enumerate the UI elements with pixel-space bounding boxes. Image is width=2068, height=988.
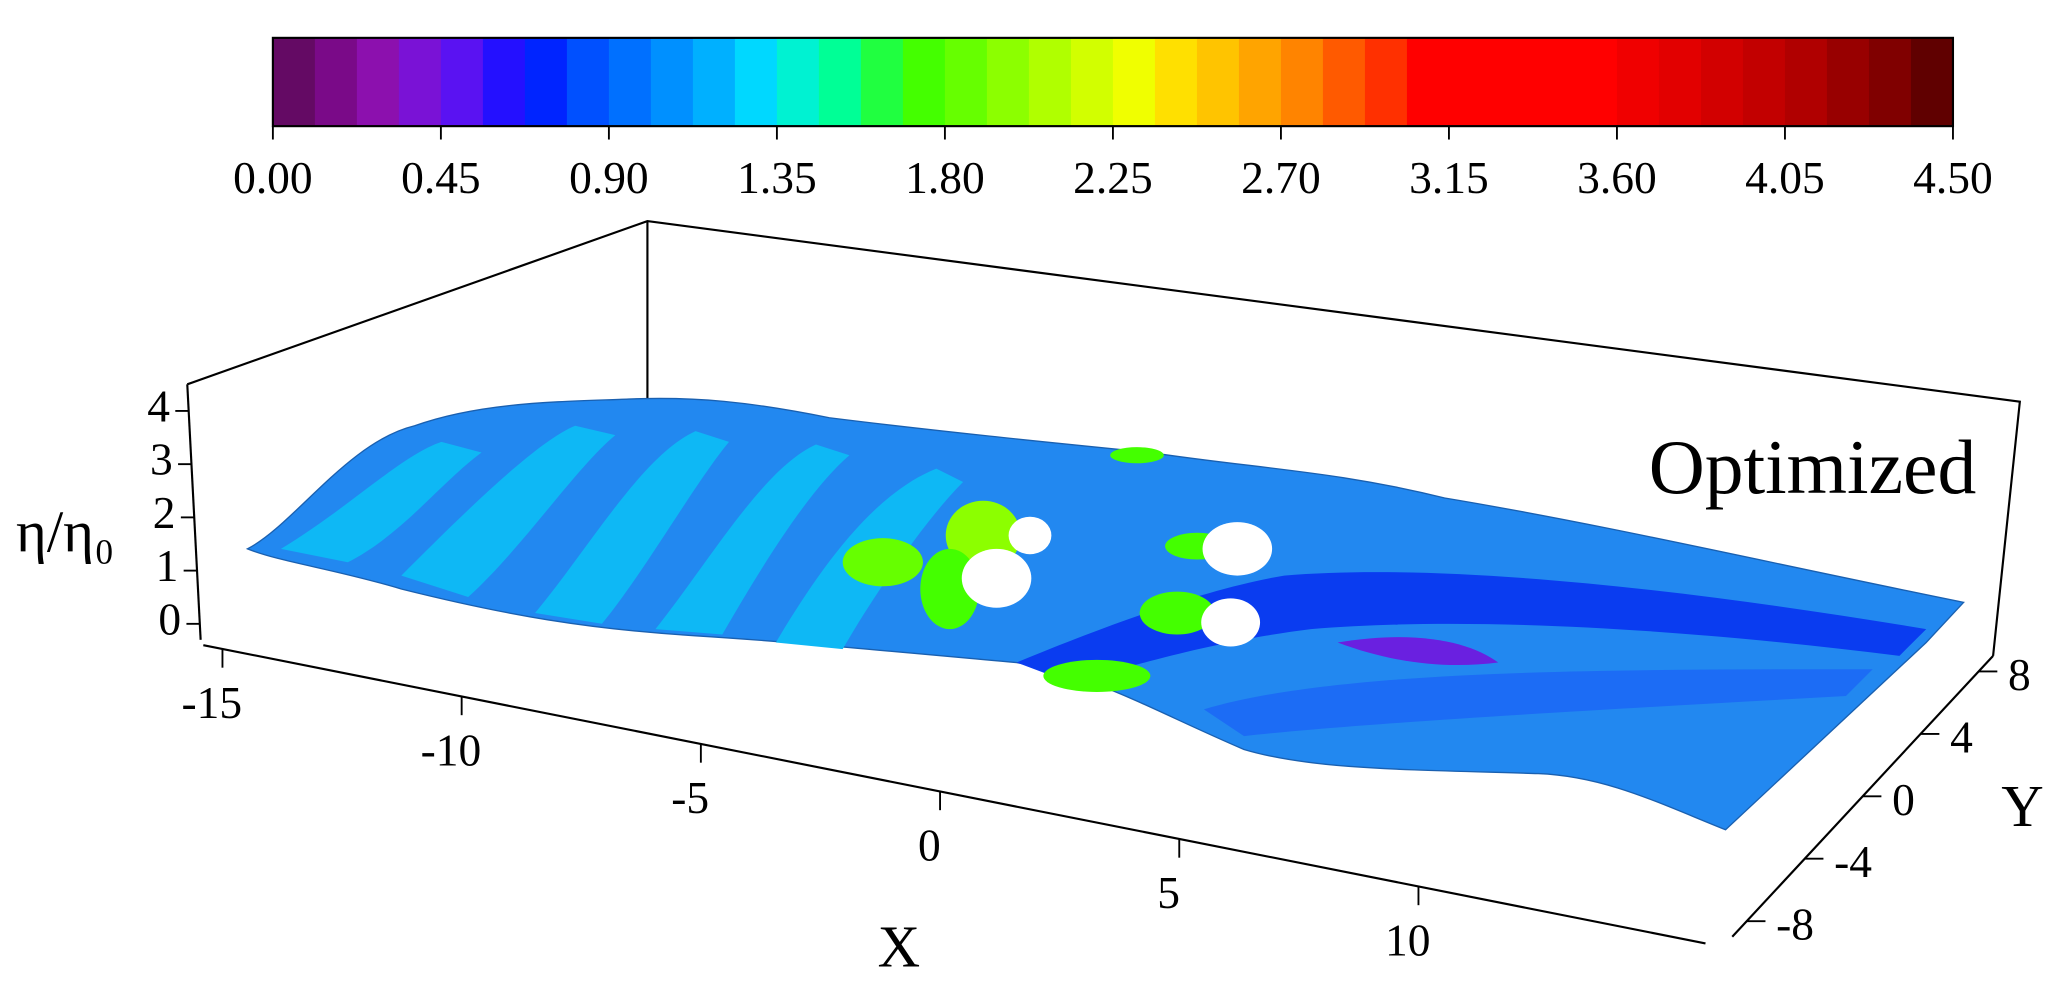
y-tick-label: 4 bbox=[1950, 711, 1973, 762]
colorbar-segment bbox=[1490, 37, 1534, 127]
colorbar-segment bbox=[1154, 37, 1198, 127]
colorbar-tick-label: 1.80 bbox=[905, 152, 985, 203]
surface-band bbox=[535, 431, 730, 624]
colorbar-segment bbox=[1868, 37, 1912, 127]
colorbar-segment bbox=[356, 37, 400, 127]
y-tick-label: -4 bbox=[1834, 836, 1872, 887]
colorbar-segment bbox=[1112, 37, 1156, 127]
z-axis-line bbox=[186, 384, 202, 640]
y-tick-label: 0 bbox=[1892, 774, 1915, 825]
colorbar-tick-label: 3.15 bbox=[1409, 152, 1489, 203]
x-tick-label: 0 bbox=[918, 820, 941, 871]
surface bbox=[245, 397, 1965, 831]
surface-hole bbox=[1008, 516, 1052, 555]
colorbar-segment bbox=[1448, 37, 1492, 127]
x-tick-label: -15 bbox=[181, 677, 242, 728]
colorbar-segment bbox=[650, 37, 694, 127]
x-tick-label: -5 bbox=[671, 772, 709, 823]
x-axis-label: X bbox=[878, 914, 920, 979]
colorbar-segment bbox=[944, 37, 988, 127]
colorbar-segment bbox=[1364, 37, 1408, 127]
y-tick-label: 8 bbox=[2008, 649, 2031, 700]
x-tick-label: 10 bbox=[1385, 915, 1430, 966]
annotation: Optimized bbox=[1649, 424, 1976, 510]
x-axis-line bbox=[203, 644, 1706, 945]
colorbar-segment bbox=[1070, 37, 1114, 127]
x-tick-label: -10 bbox=[421, 725, 482, 776]
colorbar-segment bbox=[692, 37, 736, 127]
surface-band bbox=[1203, 669, 1873, 737]
surface-patch bbox=[842, 538, 923, 587]
colorbar-segment bbox=[1700, 37, 1744, 127]
colorbar-segment bbox=[1574, 37, 1618, 127]
surface-patch bbox=[1337, 637, 1499, 666]
colorbar-segment bbox=[1238, 37, 1282, 127]
surface-hole bbox=[961, 548, 1032, 608]
colorbar-segment bbox=[860, 37, 904, 127]
colorbar-segment bbox=[608, 37, 652, 127]
z-tick-label: 2 bbox=[153, 487, 176, 538]
surface-patch bbox=[1139, 591, 1215, 635]
surface-band bbox=[1016, 572, 1927, 683]
colorbar-segment bbox=[482, 37, 526, 127]
colorbar-segment bbox=[1742, 37, 1786, 127]
z-tick-label: 1 bbox=[156, 540, 179, 591]
colorbar-segment bbox=[1028, 37, 1072, 127]
colorbar-segment bbox=[1196, 37, 1240, 127]
surface-band bbox=[280, 441, 482, 563]
colorbar-tick-label: 4.05 bbox=[1745, 152, 1825, 203]
colorbar-segment bbox=[1280, 37, 1324, 127]
colorbar-tick-label: 0.45 bbox=[401, 152, 481, 203]
colorbar-tick-label: 2.25 bbox=[1073, 152, 1153, 203]
surface-patch bbox=[1043, 659, 1151, 692]
colorbar-segment bbox=[818, 37, 862, 127]
colorbar-segment bbox=[1826, 37, 1870, 127]
surface-hole bbox=[1202, 522, 1273, 576]
surface-band bbox=[401, 425, 616, 597]
surface-patch bbox=[1110, 447, 1164, 464]
colorbar-segment bbox=[1532, 37, 1576, 127]
colorbar-segment bbox=[1658, 37, 1702, 127]
colorbar-tick-label: 2.70 bbox=[1241, 152, 1321, 203]
colorbar-segment bbox=[272, 37, 316, 127]
z-tick-label: 4 bbox=[147, 380, 170, 431]
colorbar-segment bbox=[986, 37, 1030, 127]
colorbar-segment bbox=[734, 37, 778, 127]
y-tick-label: -8 bbox=[1776, 899, 1814, 950]
colorbar-tick-label: 4.50 bbox=[1913, 152, 1993, 203]
colorbar-segment bbox=[776, 37, 820, 127]
colorbar-segment bbox=[398, 37, 442, 127]
surface-hole bbox=[1201, 598, 1261, 647]
colorbar-tick-label: 0.00 bbox=[233, 152, 313, 203]
y-axis-label: Y bbox=[2001, 774, 2044, 839]
surface-band bbox=[655, 444, 850, 635]
colorbar-segment bbox=[524, 37, 568, 127]
colorbar-segment bbox=[1616, 37, 1660, 127]
colorbar-segment bbox=[440, 37, 484, 127]
z-tick-label: 0 bbox=[158, 593, 181, 644]
z-axis-label: η/η₀ bbox=[16, 500, 114, 565]
x-tick-label: 5 bbox=[1157, 867, 1180, 918]
colorbar: 0.00 0.45 0.90 1.35 1.80 2.25 2.70 3.15 3.60 4.05… bbox=[233, 36, 1993, 203]
z-tick-label: 3 bbox=[150, 434, 173, 485]
colorbar-segment bbox=[566, 37, 610, 127]
colorbar-segment bbox=[1910, 37, 1954, 127]
colorbar-tick-label: 1.35 bbox=[737, 152, 817, 203]
colorbar-segment bbox=[1406, 37, 1450, 127]
colorbar-segment bbox=[1784, 37, 1828, 127]
colorbar-segment bbox=[314, 37, 358, 127]
colorbar-tick-label: 3.60 bbox=[1577, 152, 1657, 203]
colorbar-tick-label: 0.90 bbox=[569, 152, 649, 203]
colorbar-segment bbox=[902, 37, 946, 127]
colorbar-segment bbox=[1322, 37, 1366, 127]
box-edge bbox=[186, 220, 2022, 656]
